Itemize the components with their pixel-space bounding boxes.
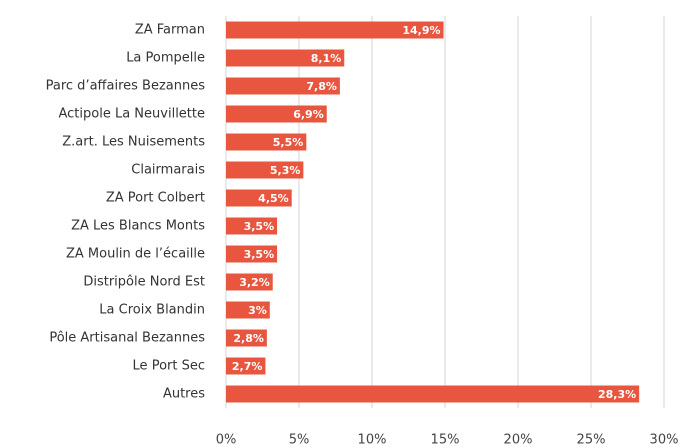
bar <box>226 217 278 235</box>
x-tick-label: 15% <box>431 433 460 448</box>
bar <box>226 357 266 375</box>
x-tick-label: 10% <box>358 433 387 448</box>
value-label: 2,7% <box>232 360 263 373</box>
y-tick-label: ZA Farman <box>135 23 205 38</box>
x-tick-label: 0% <box>216 433 237 448</box>
value-label: 3,5% <box>244 220 275 233</box>
bar <box>226 189 292 207</box>
bar <box>226 301 270 319</box>
y-tick-label: ZA Port Colbert <box>106 191 205 206</box>
bar <box>226 77 340 95</box>
bar <box>226 21 444 39</box>
y-tick-label: Le Port Sec <box>133 359 205 374</box>
value-label: 4,5% <box>258 192 289 205</box>
bar <box>226 273 273 291</box>
y-tick-label: ZA Les Blancs Monts <box>71 219 205 234</box>
bar <box>226 133 307 151</box>
bar <box>226 49 345 67</box>
y-tick-label: La Pompelle <box>126 51 205 66</box>
y-tick-label: Clairmarais <box>131 163 205 178</box>
bar <box>226 161 304 179</box>
bar <box>226 245 278 263</box>
value-label: 6,9% <box>293 108 324 121</box>
value-label: 7,8% <box>306 80 337 93</box>
y-tick-label: Autres <box>163 387 205 402</box>
value-label: 2,8% <box>233 332 264 345</box>
bar <box>226 385 640 403</box>
value-label: 3% <box>248 304 267 317</box>
x-tick-label: 20% <box>504 433 533 448</box>
value-label: 14,9% <box>402 24 440 37</box>
x-tick-label: 5% <box>289 433 310 448</box>
y-tick-label: Z.art. Les Nuisements <box>62 135 205 150</box>
value-label: 8,1% <box>311 52 342 65</box>
x-tick-label: 25% <box>577 433 606 448</box>
value-label: 3,2% <box>239 276 270 289</box>
x-tick-label: 30% <box>650 433 679 448</box>
value-label: 5,5% <box>273 136 304 149</box>
bar <box>226 329 267 347</box>
y-tick-label: Actipole La Neuvillette <box>59 107 206 122</box>
value-label: 5,3% <box>270 164 301 177</box>
y-tick-label: La Croix Blandin <box>99 303 205 318</box>
y-tick-label: Distripôle Nord Est <box>83 275 205 290</box>
value-label: 28,3% <box>598 388 636 401</box>
y-tick-label: ZA Moulin de l’écaille <box>66 247 205 262</box>
y-tick-label: Parc d’affaires Bezannes <box>46 79 206 94</box>
y-tick-label: Pôle Artisanal Bezannes <box>49 331 205 346</box>
value-label: 3,5% <box>244 248 275 261</box>
bar <box>226 105 327 123</box>
